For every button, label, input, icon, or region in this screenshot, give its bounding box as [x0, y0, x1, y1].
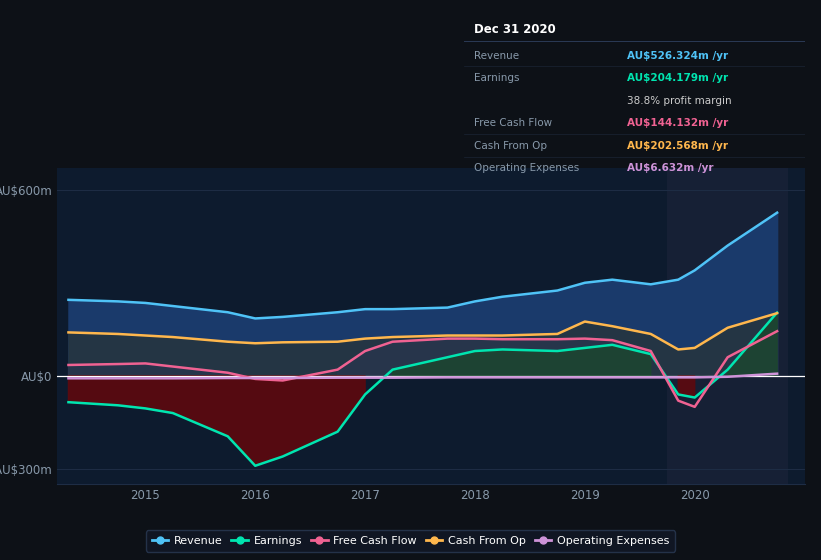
Text: AU$526.324m /yr: AU$526.324m /yr	[627, 50, 728, 60]
Legend: Revenue, Earnings, Free Cash Flow, Cash From Op, Operating Expenses: Revenue, Earnings, Free Cash Flow, Cash …	[146, 530, 675, 552]
Text: AU$204.179m /yr: AU$204.179m /yr	[627, 73, 728, 83]
Text: 38.8% profit margin: 38.8% profit margin	[627, 96, 732, 106]
Text: Operating Expenses: Operating Expenses	[474, 164, 580, 174]
Text: Earnings: Earnings	[474, 73, 520, 83]
Text: Revenue: Revenue	[474, 50, 519, 60]
Text: Cash From Op: Cash From Op	[474, 141, 547, 151]
Text: AU$202.568m /yr: AU$202.568m /yr	[627, 141, 728, 151]
Text: AU$6.632m /yr: AU$6.632m /yr	[627, 164, 714, 174]
Bar	[667, 168, 788, 484]
Text: Dec 31 2020: Dec 31 2020	[474, 23, 556, 36]
Text: Free Cash Flow: Free Cash Flow	[474, 118, 553, 128]
Text: AU$144.132m /yr: AU$144.132m /yr	[627, 118, 729, 128]
